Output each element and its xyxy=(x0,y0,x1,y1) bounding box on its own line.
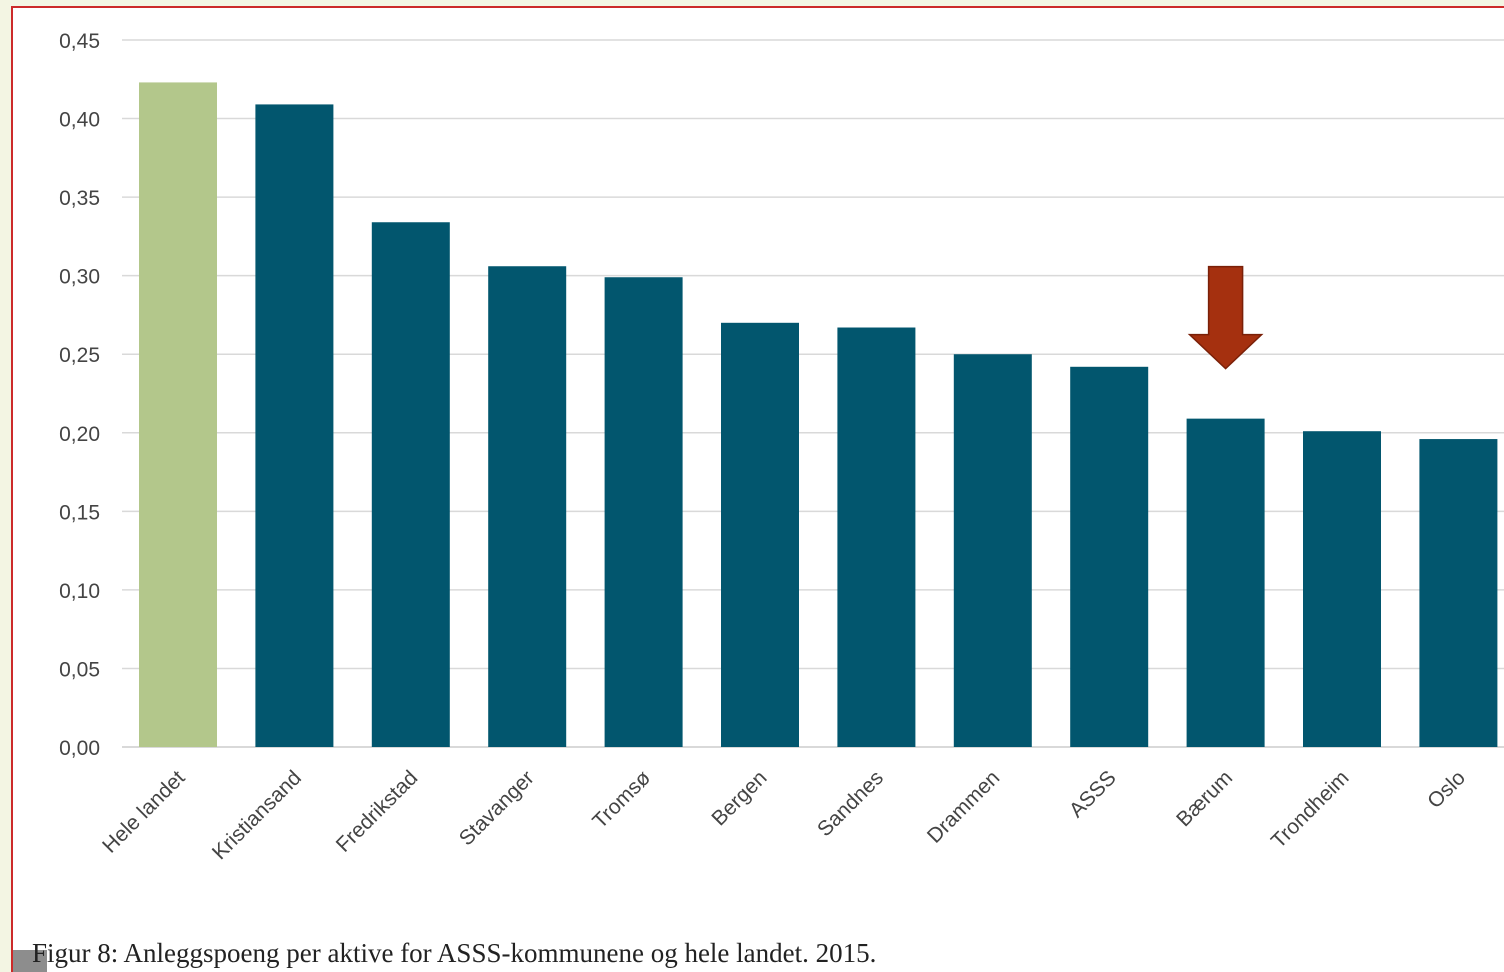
x-axis-tick-labels: Hele landet Kristiansand Fredrikstad Stavan… xyxy=(98,766,1470,864)
y-tick-label: 0,35 xyxy=(59,187,100,210)
y-tick-label: 0,25 xyxy=(59,344,100,367)
y-tick-label: 0,30 xyxy=(59,266,100,289)
x-tick-label: Kristiansand xyxy=(208,766,306,864)
y-tick-label: 0,10 xyxy=(59,580,100,603)
x-tick-label: Tromsø xyxy=(588,766,655,833)
x-tick-label: ASSS xyxy=(1065,766,1121,822)
x-tick-label: Bergen xyxy=(707,766,771,830)
x-tick-label: Oslo xyxy=(1423,766,1470,813)
y-tick-label: 0,45 xyxy=(59,30,100,53)
bar xyxy=(604,277,683,747)
x-tick-label: Drammen xyxy=(923,766,1004,847)
bar xyxy=(371,222,450,747)
x-tick-label: Sandnes xyxy=(813,766,888,841)
y-tick-label: 0,00 xyxy=(59,737,100,760)
arrow-annotation xyxy=(1187,265,1264,370)
bar xyxy=(255,104,334,748)
y-tick-label: 0,05 xyxy=(59,658,100,681)
bars xyxy=(139,82,1498,748)
bar xyxy=(1419,439,1498,747)
bar xyxy=(1070,366,1149,747)
bar xyxy=(488,266,567,747)
bar xyxy=(953,354,1032,747)
x-tick-label: Hele landet xyxy=(98,766,190,858)
y-tick-label: 0,40 xyxy=(59,109,100,132)
gridlines xyxy=(122,39,1504,748)
x-tick-label: Bærum xyxy=(1172,766,1237,831)
bar xyxy=(1303,431,1381,747)
annotations xyxy=(1187,265,1264,370)
x-tick-label: Trondheim xyxy=(1267,766,1354,853)
bar xyxy=(837,327,916,747)
figure-caption: Figur 8: Anleggspoeng per aktive for ASS… xyxy=(32,938,877,968)
y-tick-label: 0,15 xyxy=(59,501,100,524)
x-tick-label: Stavanger xyxy=(455,766,539,850)
x-tick-label: Fredrikstad xyxy=(332,766,423,857)
bar xyxy=(721,322,799,747)
bar-chart: 0,00 0,05 0,10 0,15 0,20 0,25 0,30 0,35 0,40 0,45… xyxy=(59,30,1504,864)
bar xyxy=(139,82,217,748)
y-tick-label: 0,20 xyxy=(59,423,100,446)
y-axis-tick-labels: 0,00 0,05 0,10 0,15 0,20 0,25 0,30 0,35 0,40 0,45 xyxy=(59,30,100,760)
caption-marker xyxy=(13,950,47,972)
bar xyxy=(1186,418,1265,747)
